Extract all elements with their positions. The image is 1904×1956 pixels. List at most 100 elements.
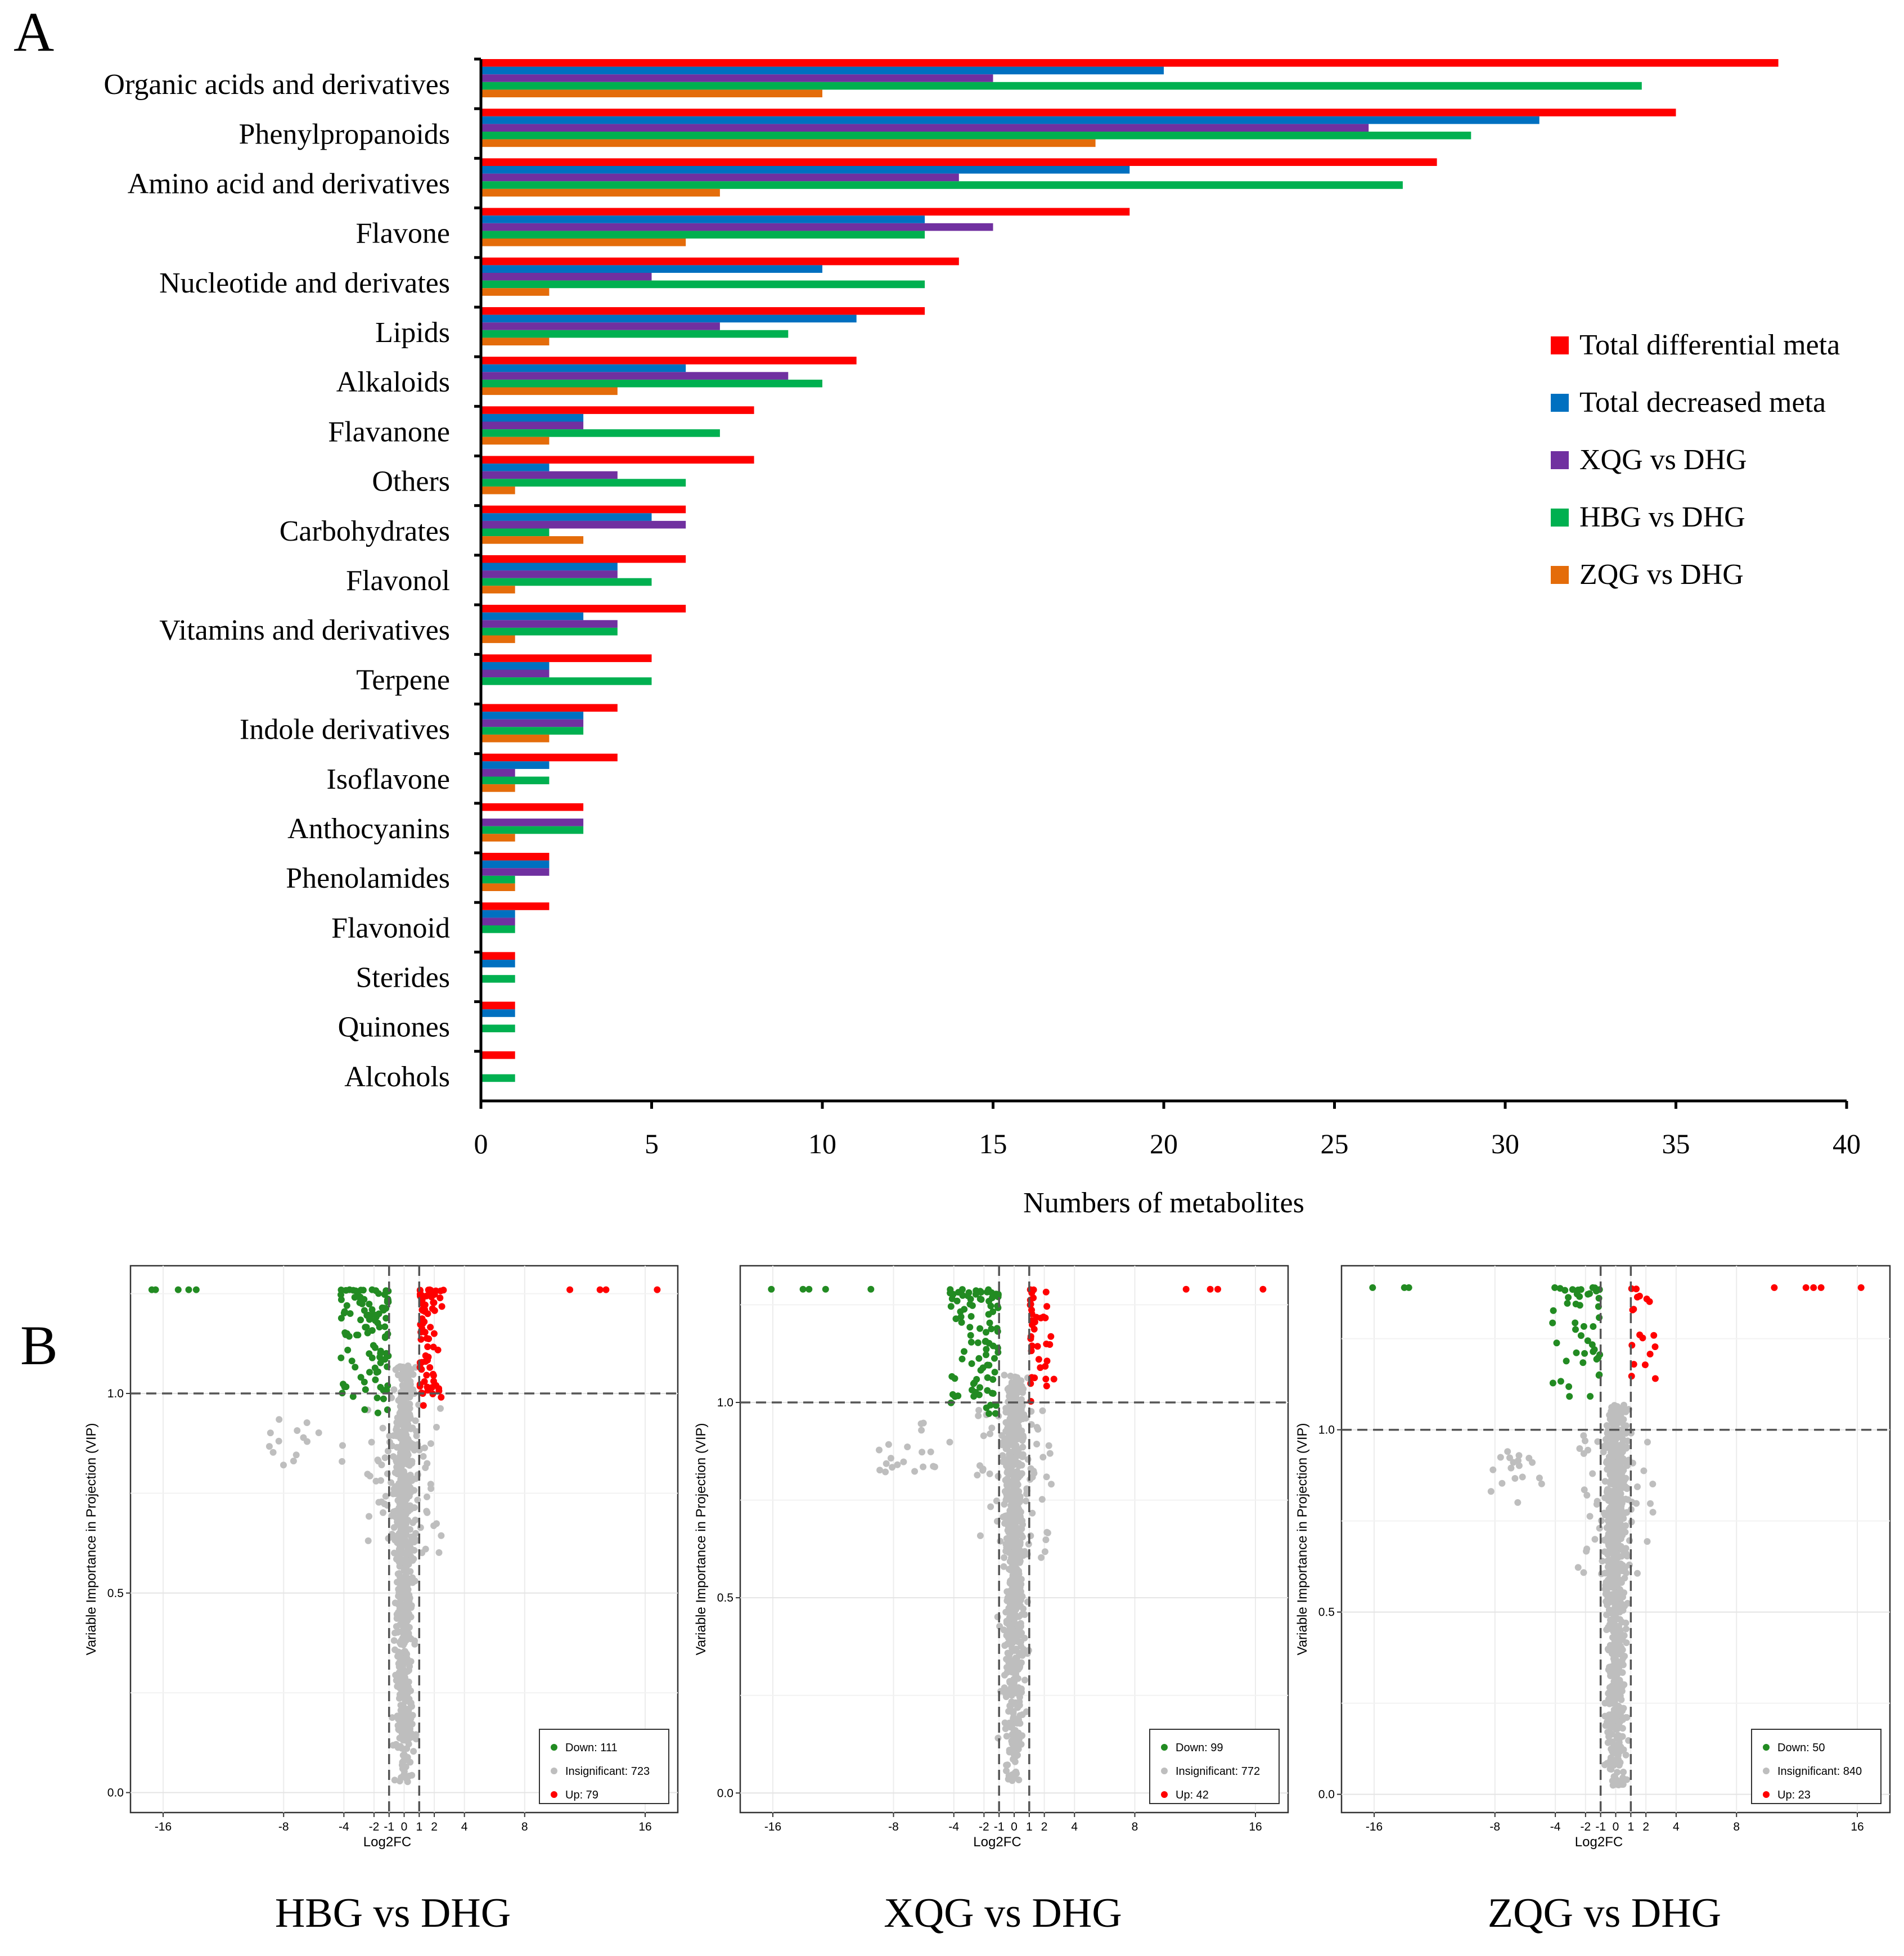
point-down: [343, 1287, 350, 1294]
point-insignificant: [411, 1443, 418, 1450]
point-insignificant: [404, 1517, 412, 1524]
point-down: [1557, 1378, 1564, 1385]
point-down: [337, 1296, 345, 1303]
point-insignificant: [395, 1586, 402, 1593]
point-insignificant: [402, 1563, 409, 1571]
point-down: [1569, 1286, 1576, 1293]
point-down: [374, 1409, 381, 1417]
point-insignificant: [1007, 1507, 1014, 1514]
point-insignificant: [1019, 1432, 1027, 1440]
point-insignificant: [1005, 1384, 1012, 1392]
bar-zqg-vs-dhg-amino-acid-and-derivatives: [481, 188, 720, 197]
point-insignificant: [931, 1463, 938, 1471]
point-up: [430, 1330, 438, 1337]
point-insignificant: [1619, 1646, 1626, 1653]
category-label-organic-acids-and-derivatives: Organic acids and derivatives: [103, 69, 450, 101]
point-up: [419, 1320, 426, 1327]
point-insignificant: [402, 1716, 409, 1723]
point-insignificant: [406, 1611, 413, 1618]
point-down: [1577, 1286, 1585, 1293]
point-insignificant: [398, 1462, 406, 1469]
point-up: [1207, 1285, 1214, 1293]
x-tick-label--4: -4: [948, 1820, 959, 1833]
point-insignificant: [290, 1458, 297, 1465]
x-axis-title: Log2FC: [1575, 1834, 1623, 1850]
point-insignificant: [372, 1477, 380, 1485]
point-insignificant: [999, 1452, 1006, 1459]
point-down: [1591, 1284, 1599, 1292]
point-insignificant: [1006, 1719, 1013, 1726]
point-insignificant: [1612, 1627, 1619, 1634]
point-up: [1630, 1361, 1637, 1368]
point-down: [1584, 1337, 1591, 1345]
point-insignificant: [389, 1442, 396, 1450]
point-insignificant: [1536, 1474, 1543, 1482]
point-insignificant: [882, 1468, 889, 1476]
bar-total-differential-meta-flavanone: [481, 406, 754, 414]
point-down: [192, 1286, 200, 1293]
point-insignificant: [403, 1570, 410, 1577]
point-insignificant: [1021, 1611, 1028, 1618]
point-insignificant: [1048, 1481, 1055, 1488]
bar-zqg-vs-dhg-nucleotide-and-derivates: [481, 288, 550, 296]
point-insignificant: [1011, 1532, 1018, 1540]
bar-total-differential-meta-flavone: [481, 208, 1130, 216]
point-down: [955, 1289, 962, 1296]
point-insignificant: [1611, 1481, 1618, 1488]
bar-total-differential-meta-phenylpropanoids: [481, 109, 1676, 116]
point-down: [1563, 1357, 1570, 1365]
point-insignificant: [1003, 1535, 1010, 1542]
x-tick-label-10: 10: [808, 1128, 836, 1159]
point-insignificant: [1504, 1448, 1511, 1455]
point-insignificant: [1615, 1493, 1623, 1500]
point-insignificant: [407, 1506, 414, 1513]
point-down: [1585, 1290, 1592, 1298]
point-up: [429, 1370, 436, 1378]
point-insignificant: [920, 1419, 927, 1427]
legend-label-down: Down: 111: [565, 1742, 618, 1754]
point-insignificant: [1605, 1521, 1613, 1528]
point-up: [423, 1372, 430, 1379]
point-insignificant: [1604, 1739, 1612, 1746]
point-down: [348, 1357, 355, 1365]
point-insignificant: [392, 1671, 399, 1679]
point-insignificant: [1014, 1374, 1021, 1381]
panel-caption-zqg-vs-dhg: ZQG vs DHG: [1488, 1890, 1721, 1936]
point-down: [368, 1327, 376, 1334]
x-tick-label-8: 8: [1132, 1820, 1138, 1833]
point-insignificant: [403, 1412, 410, 1419]
point-up: [1650, 1332, 1658, 1339]
bar-total-decreased-meta-organic-acids-and-derivatives: [481, 66, 1164, 75]
point-up: [425, 1335, 433, 1342]
point-insignificant: [339, 1458, 346, 1465]
point-down: [152, 1286, 159, 1293]
point-insignificant: [433, 1424, 440, 1431]
point-insignificant: [1582, 1437, 1588, 1445]
point-up: [420, 1402, 427, 1409]
panel-b-label: B: [20, 1314, 58, 1377]
point-insignificant: [1507, 1464, 1515, 1472]
point-insignificant: [1498, 1480, 1506, 1487]
point-up: [418, 1325, 426, 1332]
point-down: [380, 1395, 387, 1402]
point-insignificant: [393, 1458, 400, 1465]
point-insignificant: [1039, 1454, 1047, 1461]
point-insignificant: [1012, 1689, 1020, 1697]
x-tick-label-8: 8: [521, 1820, 528, 1833]
point-insignificant: [1619, 1725, 1626, 1732]
x-tick-label-4: 4: [461, 1820, 468, 1833]
point-up: [1639, 1334, 1646, 1342]
bar-hbg-vs-dhg-alcohols: [481, 1074, 515, 1082]
y-tick-label-1.0: 1.0: [1318, 1424, 1335, 1437]
point-insignificant: [979, 1465, 987, 1473]
x-tick-label-20: 20: [1150, 1128, 1178, 1159]
point-insignificant: [974, 1472, 981, 1479]
legend-swatch-hbg-vs-dhg: [1551, 509, 1569, 527]
point-insignificant: [398, 1774, 405, 1781]
point-down: [1553, 1339, 1560, 1347]
category-label-indole-derivatives: Indole derivatives: [240, 714, 450, 746]
point-insignificant: [1644, 1438, 1651, 1446]
point-insignificant: [303, 1419, 310, 1426]
point-insignificant: [400, 1681, 407, 1689]
point-down: [1581, 1350, 1588, 1357]
